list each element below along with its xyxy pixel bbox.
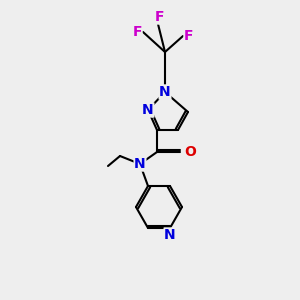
Text: N: N: [142, 103, 154, 117]
Text: N: N: [159, 85, 171, 99]
Text: N: N: [134, 157, 146, 171]
Text: F: F: [154, 10, 164, 24]
Text: N: N: [164, 228, 176, 242]
Text: F: F: [184, 29, 194, 43]
Text: F: F: [133, 25, 142, 39]
Text: O: O: [184, 145, 196, 159]
